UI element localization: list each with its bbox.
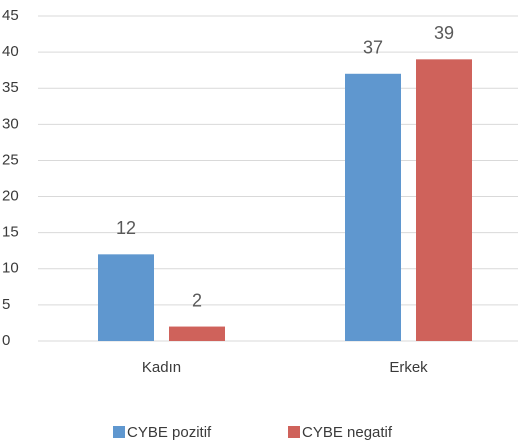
bar <box>98 254 154 341</box>
y-tick-label: 0 <box>2 332 10 349</box>
x-tick-label: Erkek <box>389 359 428 376</box>
bar <box>345 73 401 342</box>
legend-label: CYBE pozitif <box>127 424 212 441</box>
y-tick-label: 45 <box>2 7 19 24</box>
y-tick-label: 20 <box>2 188 19 205</box>
value-label: 37 <box>363 38 383 58</box>
y-tick-label: 40 <box>2 43 19 60</box>
x-tick-label: Kadın <box>142 359 181 376</box>
value-label: 39 <box>434 23 454 43</box>
y-tick-label: 30 <box>2 115 19 132</box>
bar <box>416 59 472 341</box>
y-tick-label: 25 <box>2 151 19 168</box>
value-label: 2 <box>192 290 202 310</box>
value-label: 12 <box>116 218 136 238</box>
y-tick-label: 10 <box>2 260 19 277</box>
y-tick-label: 35 <box>2 79 19 96</box>
bar <box>169 326 225 341</box>
y-tick-label: 15 <box>2 224 19 241</box>
y-tick-label: 5 <box>2 296 10 313</box>
legend-label: CYBE negatif <box>302 424 393 441</box>
legend-swatch <box>113 426 125 438</box>
legend-swatch <box>288 426 300 438</box>
